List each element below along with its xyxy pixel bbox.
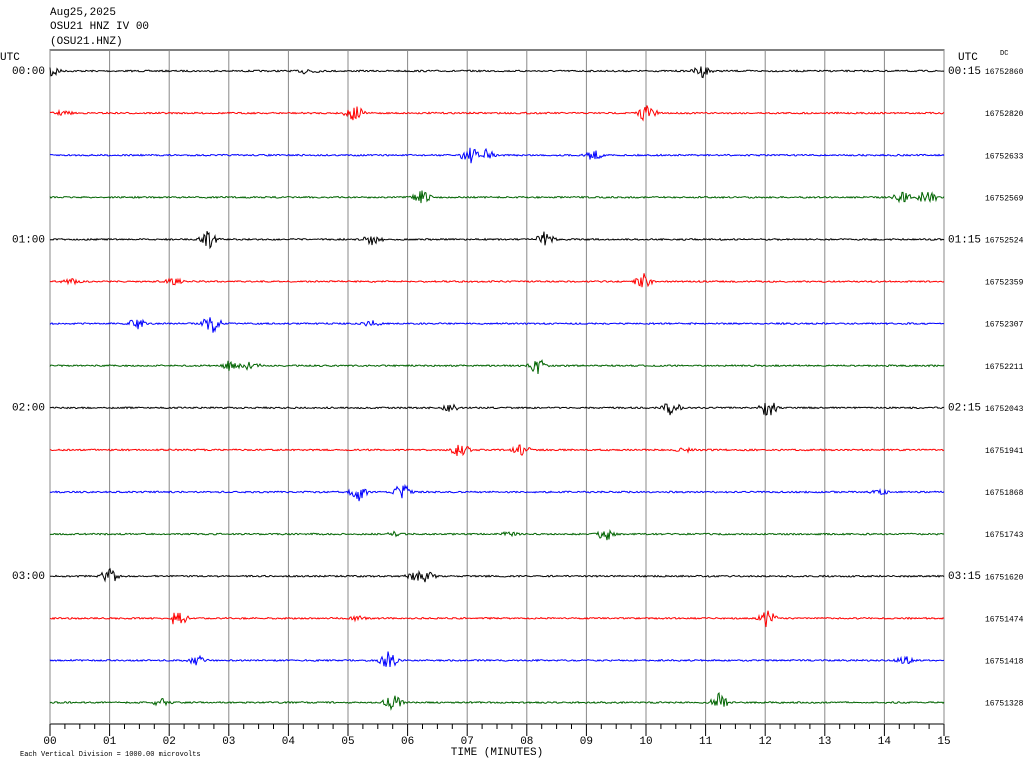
dc-value: 16751941 — [985, 447, 1024, 456]
trace — [49, 610, 945, 628]
hour-label-left: 03:00 — [12, 571, 45, 583]
x-tick-label: 12 — [759, 736, 772, 748]
dc-value: 16751620 — [985, 573, 1024, 582]
hour-label-left: 00:00 — [12, 66, 45, 78]
trace — [49, 567, 945, 583]
dc-value: 16751743 — [985, 531, 1024, 540]
hour-label-left: 01:00 — [12, 234, 45, 246]
trace — [49, 402, 945, 416]
trace — [49, 444, 945, 457]
x-tick-label: 09 — [580, 736, 593, 748]
hour-label-right: 03:15 — [948, 571, 981, 583]
x-tick-label: 04 — [282, 736, 296, 748]
trace — [49, 317, 945, 333]
dc-value: 16752820 — [985, 110, 1024, 119]
x-tick-label: 07 — [461, 736, 474, 748]
trace — [49, 190, 945, 204]
x-tick-label: 11 — [699, 736, 713, 748]
trace — [49, 66, 945, 79]
x-tick-label: 08 — [520, 736, 533, 748]
x-tick-label: 15 — [937, 736, 950, 748]
dc-value: 16752633 — [985, 152, 1024, 161]
date: Aug25,2025 — [50, 7, 116, 19]
trace — [49, 147, 945, 164]
trace — [49, 273, 945, 288]
trace — [49, 529, 945, 541]
trace — [49, 359, 945, 375]
hour-label-right: 00:15 — [948, 66, 981, 78]
x-tick-label: 02 — [163, 736, 176, 748]
dc-value: 16752307 — [985, 321, 1024, 330]
x-tick-label: 10 — [639, 736, 652, 748]
right-unit: UTC — [958, 52, 978, 64]
x-tick-label: 01 — [103, 736, 117, 748]
dc-value: 16751418 — [985, 658, 1024, 667]
trace — [49, 230, 945, 250]
dc-value: 16752569 — [985, 194, 1024, 203]
x-tick-label: 05 — [341, 736, 354, 748]
trace — [49, 692, 945, 711]
footer: Each Vertical Division = 1000.00 microvo… — [20, 751, 201, 759]
hour-label-left: 02:00 — [12, 403, 45, 415]
trace — [49, 483, 945, 502]
dc-value: 16751474 — [985, 615, 1024, 624]
x-tick-label: 00 — [43, 736, 56, 748]
dc-value: 16752043 — [985, 405, 1024, 414]
left-unit: UTC — [0, 52, 20, 64]
station: OSU21 HNZ IV 00 — [50, 21, 149, 33]
trace — [49, 651, 945, 667]
dc-label: DC — [1000, 50, 1008, 58]
trace — [49, 105, 945, 122]
hour-label-right: 01:15 — [948, 234, 981, 246]
x-tick-label: 03 — [222, 736, 235, 748]
dc-value: 16752524 — [985, 237, 1024, 246]
channel: (OSU21.HNZ) — [50, 36, 123, 48]
x-tick-label: 14 — [878, 736, 892, 748]
x-tick-label: 13 — [818, 736, 831, 748]
dc-value: 16752211 — [985, 363, 1024, 372]
x-tick-label: 06 — [401, 736, 414, 748]
dc-value: 16751328 — [985, 700, 1024, 709]
hour-label-right: 02:15 — [948, 403, 981, 415]
x-axis-label: TIME (MINUTES) — [451, 747, 543, 759]
dc-value: 16751868 — [985, 489, 1024, 498]
dc-value: 16752860 — [985, 68, 1024, 77]
dc-value: 16752359 — [985, 279, 1024, 288]
